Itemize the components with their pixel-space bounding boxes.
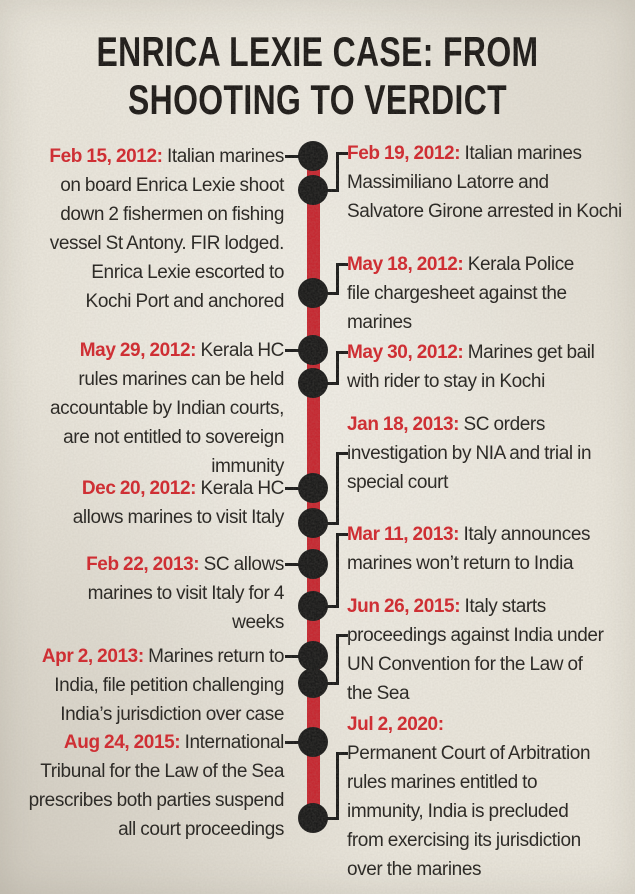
timeline-dot: [298, 591, 328, 621]
timeline-dot: [298, 668, 328, 698]
event-description: Permanent Court of Arbitration rules mar…: [347, 743, 591, 880]
timeline-event: Feb 19, 2012: Italian marines Massimilia…: [347, 139, 623, 226]
timeline-dot: [298, 175, 328, 205]
timeline-event: Jul 2, 2020: Permanent Court of Arbitrat…: [347, 710, 595, 884]
timeline-dot: [298, 727, 328, 757]
timeline-event: Dec 20, 2012: Kerala HC allows marines t…: [44, 474, 285, 532]
timeline-dot: [298, 278, 328, 308]
timeline-dot: [298, 368, 328, 398]
timeline-event: Jan 18, 2013: SC orders investigation by…: [347, 410, 623, 497]
connector-elbow: [336, 452, 339, 525]
timeline-event: Aug 24, 2015: International Tribunal for…: [24, 728, 285, 844]
connector-elbow: [336, 752, 339, 820]
timeline-event: Feb 15, 2012: Italian marines on board E…: [45, 142, 284, 316]
timeline-dot: [298, 141, 328, 171]
timeline-dot: [298, 508, 328, 538]
event-date: May 18, 2012:: [347, 254, 464, 275]
page-title-line1: ENRICA LEXIE CASE: FROM: [96, 28, 539, 75]
event-date: Jun 26, 2015:: [347, 596, 461, 617]
connector-elbow: [336, 634, 339, 685]
event-date: Jul 2, 2020:: [347, 714, 444, 735]
page-title-line2: SHOOTING TO VERDICT: [127, 76, 508, 123]
timeline-event: Apr 2, 2013: Marines return to India, fi…: [32, 642, 285, 729]
timeline-event: Jun 26, 2015: Italy starts proceedings a…: [347, 592, 609, 708]
event-date: Feb 19, 2012:: [347, 143, 461, 164]
event-date: Apr 2, 2013:: [41, 646, 144, 667]
event-date: May 29, 2012:: [79, 340, 197, 361]
event-date: Jan 18, 2013:: [347, 414, 460, 435]
timeline-event: Feb 22, 2013: SC allows marines to visit…: [79, 550, 284, 637]
timeline-dot: [298, 335, 328, 365]
event-date: Feb 22, 2013:: [86, 554, 200, 575]
timeline-dot: [298, 803, 328, 833]
event-date: Aug 24, 2015:: [63, 732, 181, 753]
timeline-dot: [298, 473, 328, 503]
event-date: Feb 15, 2012:: [49, 146, 163, 167]
event-date: Dec 20, 2012:: [81, 478, 197, 499]
event-date: May 30, 2012:: [347, 342, 464, 363]
connector-elbow: [336, 152, 339, 192]
connector-elbow: [336, 351, 339, 385]
page-title: ENRICA LEXIE CASE: FROM SHOOTING TO VERD…: [0, 28, 635, 124]
timeline-event: May 29, 2012: Kerala HC rules marines ca…: [48, 336, 284, 481]
timeline-event: Mar 11, 2013: Italy announces marines wo…: [347, 520, 607, 578]
timeline-dot: [298, 641, 328, 671]
event-date: Mar 11, 2013:: [347, 524, 460, 545]
timeline-event: May 30, 2012: Marines get bail with ride…: [347, 338, 595, 396]
timeline-event: May 18, 2012: Kerala Police file charges…: [347, 250, 601, 337]
connector-elbow: [336, 263, 339, 295]
timeline-dot: [298, 549, 328, 579]
event-description: Italian marines on board Enrica Lexie sh…: [49, 146, 285, 312]
connector-elbow: [336, 533, 339, 608]
